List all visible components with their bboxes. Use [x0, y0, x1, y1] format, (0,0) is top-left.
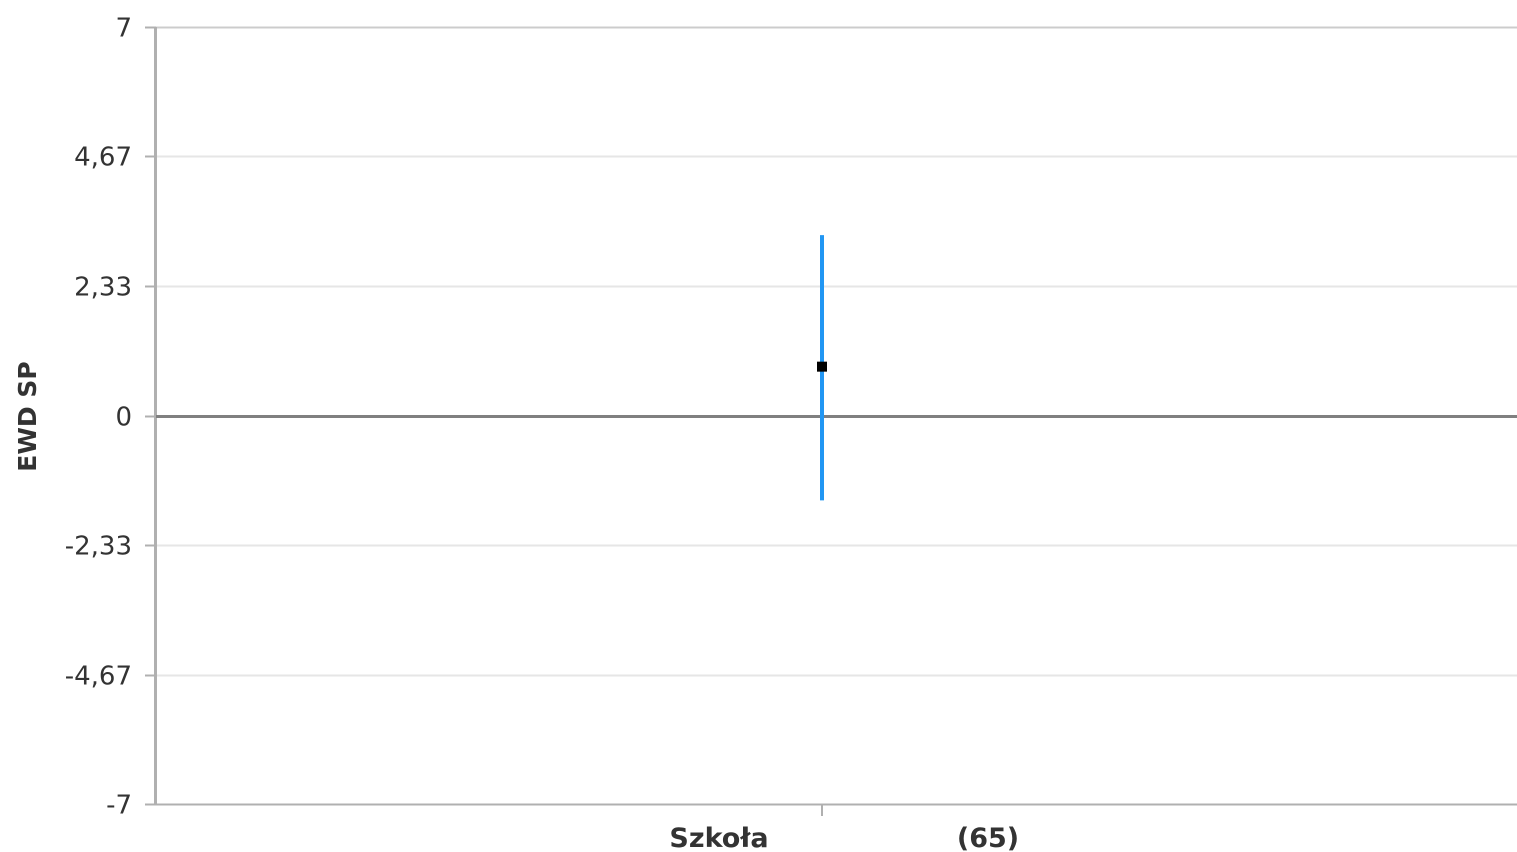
- x-category-labels: Szkoła (65): [669, 823, 1019, 852]
- y-tick-label: 2,33: [74, 273, 132, 303]
- y-tick-label: -7: [106, 791, 132, 821]
- y-tick-labels: 7 4,67 2,33 0 -2,33 -4,67 -7: [65, 14, 132, 821]
- data-point: [817, 361, 827, 372]
- axes: [145, 26, 1517, 816]
- category-count-label: (65): [957, 823, 1019, 852]
- y-axis-title: EWD SP: [13, 361, 42, 471]
- y-tick-label: 7: [115, 14, 132, 44]
- series: [817, 235, 827, 501]
- category-label: Szkoła: [669, 823, 768, 852]
- y-tick-label: -4,67: [65, 662, 132, 692]
- y-tick-label: 0: [115, 403, 132, 433]
- y-tick-label: -2,33: [65, 532, 132, 562]
- y-tick-label: 4,67: [74, 143, 132, 173]
